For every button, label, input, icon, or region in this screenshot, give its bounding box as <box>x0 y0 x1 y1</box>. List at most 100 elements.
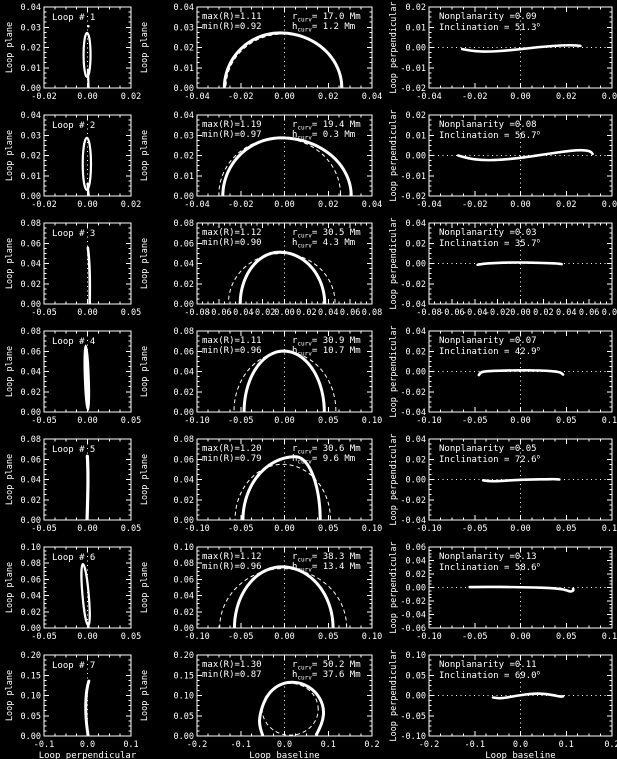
x-tick-label: -0.1 <box>231 740 251 750</box>
x-tick-label: -0.05 <box>228 632 254 642</box>
y-tick-label: 0.03 <box>174 23 194 33</box>
circle-fit-dashed <box>219 568 348 628</box>
y-tick-label: -0.04 <box>400 408 426 418</box>
panel-curves <box>429 439 612 520</box>
x-tick-label: 0.05 <box>121 632 141 642</box>
y-tick-label: 0.00 <box>406 44 426 54</box>
h-curv-stat: hcurv= 9.6 Mm <box>292 454 355 466</box>
y-tick-label: 0.06 <box>174 239 194 249</box>
y-tick-label: 0.00 <box>406 152 426 162</box>
y-tick-label: -0.01 <box>400 64 426 74</box>
y-tick-label: 0.10 <box>174 692 194 702</box>
panel-r6c3: -0.10 -0.05 0.00 0.05 0.10 -0.06 -0.04 -0.02 0.0… <box>389 541 617 642</box>
y-tick-label: 0.20 <box>174 651 194 661</box>
y-tick-label: 0.00 <box>406 476 426 486</box>
panel-r1c3: -0.04-0.020.000.020.04-0.02-0.010.000.01… <box>389 1 617 102</box>
r-curv-stat: rcurv= 38.3 Mm <box>292 552 361 564</box>
panel-r3c3: -0.08-0.06-0.04-0.020.000.020.040.060.08… <box>389 217 617 318</box>
x-tick-label: 0.00 <box>510 524 530 534</box>
panel-r2c3: -0.04-0.020.000.020.04-0.02-0.010.000.01… <box>389 109 617 210</box>
perpendicular-curve <box>460 43 582 53</box>
panel-r4c3: -0.10 -0.05 0.00 0.05 0.10 -0.04 -0.02 0.00 0.02… <box>389 325 617 426</box>
x-tick-label: 0.0 <box>513 740 528 750</box>
x-tick-label: -0.10 <box>184 416 210 426</box>
y-tick-label: 0.01 <box>21 64 41 74</box>
x-tick-label: 0.1 <box>123 740 138 750</box>
inclination-stat: Inclination = 69.0o <box>439 670 541 682</box>
x-tick-label: 0.00 <box>274 308 294 318</box>
x-tick-label: -0.2 <box>419 740 439 750</box>
panel-r6c2: -0.10 -0.05 0.00 0.05 0.10 0.00 0.02 0.04 0.06 0.… <box>140 543 382 642</box>
circle-fit-dashed <box>234 463 331 520</box>
y-tick-label: 0.06 <box>21 575 41 585</box>
x-tick-label: 0.10 <box>602 524 617 534</box>
x-tick-label: 0.00 <box>77 200 97 210</box>
min-r-stat: min(R)=0.79 <box>202 454 262 464</box>
x-tick-label: -0.10 <box>416 416 442 426</box>
y-axis-title: Loop perpendicular <box>389 217 399 309</box>
y-tick-label: 0.02 <box>406 3 426 13</box>
axis-ticks <box>43 6 132 89</box>
x-tick-label: 0.02 <box>318 92 338 102</box>
y-tick-label: 0.08 <box>21 559 41 569</box>
y-tick-label: 0.04 <box>174 476 194 486</box>
loop-curve <box>258 680 326 736</box>
y-tick-label: 0.01 <box>21 172 41 182</box>
x-tick-label: 0.04 <box>318 308 338 318</box>
loop-curve <box>86 246 92 304</box>
loop-number-label: Loop # 4 <box>52 337 95 347</box>
loop-curve <box>84 679 91 736</box>
y-tick-label: 0.04 <box>406 327 426 337</box>
y-tick-label: 0.00 <box>21 84 41 94</box>
y-tick-label: 0.00 <box>21 624 41 634</box>
x-tick-label: -0.05 <box>31 416 57 426</box>
y-tick-label: 0.02 <box>174 388 194 398</box>
y-tick-label: 0.02 <box>174 496 194 506</box>
y-axis-title: Loop perpendicular <box>389 325 399 417</box>
x-tick-label: -0.02 <box>31 200 57 210</box>
y-tick-label: 0.02 <box>21 388 41 398</box>
panel-r6c1: -0.05 0.00 0.050.000.020.040.060.080.10Loo… <box>5 543 141 642</box>
y-tick-label: 0.00 <box>21 408 41 418</box>
x-tick-label: 0.04 <box>602 200 617 210</box>
y-axis-title: Loop plane <box>5 670 15 721</box>
y-tick-label: 0.06 <box>21 455 41 465</box>
y-tick-label: 0.03 <box>174 131 194 141</box>
y-tick-label: 0.00 <box>21 732 41 742</box>
x-tick-label: 0.2 <box>364 740 379 750</box>
y-tick-label: 0.02 <box>21 608 41 618</box>
panel-curves <box>233 331 337 412</box>
panel-curves <box>86 223 92 304</box>
x-axis-title: Loop baseline <box>249 751 319 759</box>
y-tick-label: 0.10 <box>21 692 41 702</box>
x-tick-label: 0.02 <box>533 308 553 318</box>
y-tick-label: 0.06 <box>406 543 426 553</box>
axis-ticks <box>43 114 132 197</box>
y-tick-label: 0.01 <box>406 23 426 33</box>
y-tick-label: -0.02 <box>400 597 426 607</box>
x-tick-label: -0.04 <box>416 200 442 210</box>
panel-curves <box>429 547 612 628</box>
panel-curves <box>228 223 336 304</box>
h-curv-stat: hcurv= 0.3 Mm <box>292 130 355 142</box>
y-axis-title: Loop perpendicular <box>389 109 399 201</box>
x-tick-label: -0.05 <box>31 632 57 642</box>
x-tick-label: 0.00 <box>77 92 97 102</box>
r-curv-stat: rcurv= 17.0 Mm <box>292 12 361 24</box>
y-tick-label: 0.02 <box>406 455 426 465</box>
y-axis-title: Loop plane <box>5 562 15 613</box>
x-tick-label: 0.10 <box>602 416 617 426</box>
x-tick-label: -0.10 <box>184 632 210 642</box>
x-tick-label: -0.05 <box>31 524 57 534</box>
x-tick-label: -0.10 <box>416 524 442 534</box>
x-tick-label: -0.08 <box>416 308 442 318</box>
y-tick-label: -0.02 <box>400 388 426 398</box>
panel-curves <box>258 655 326 736</box>
y-tick-label: 0.04 <box>174 368 194 378</box>
x-tick-label: 0.00 <box>510 92 530 102</box>
panel-curves <box>429 7 612 88</box>
y-tick-label: 0.00 <box>174 408 194 418</box>
